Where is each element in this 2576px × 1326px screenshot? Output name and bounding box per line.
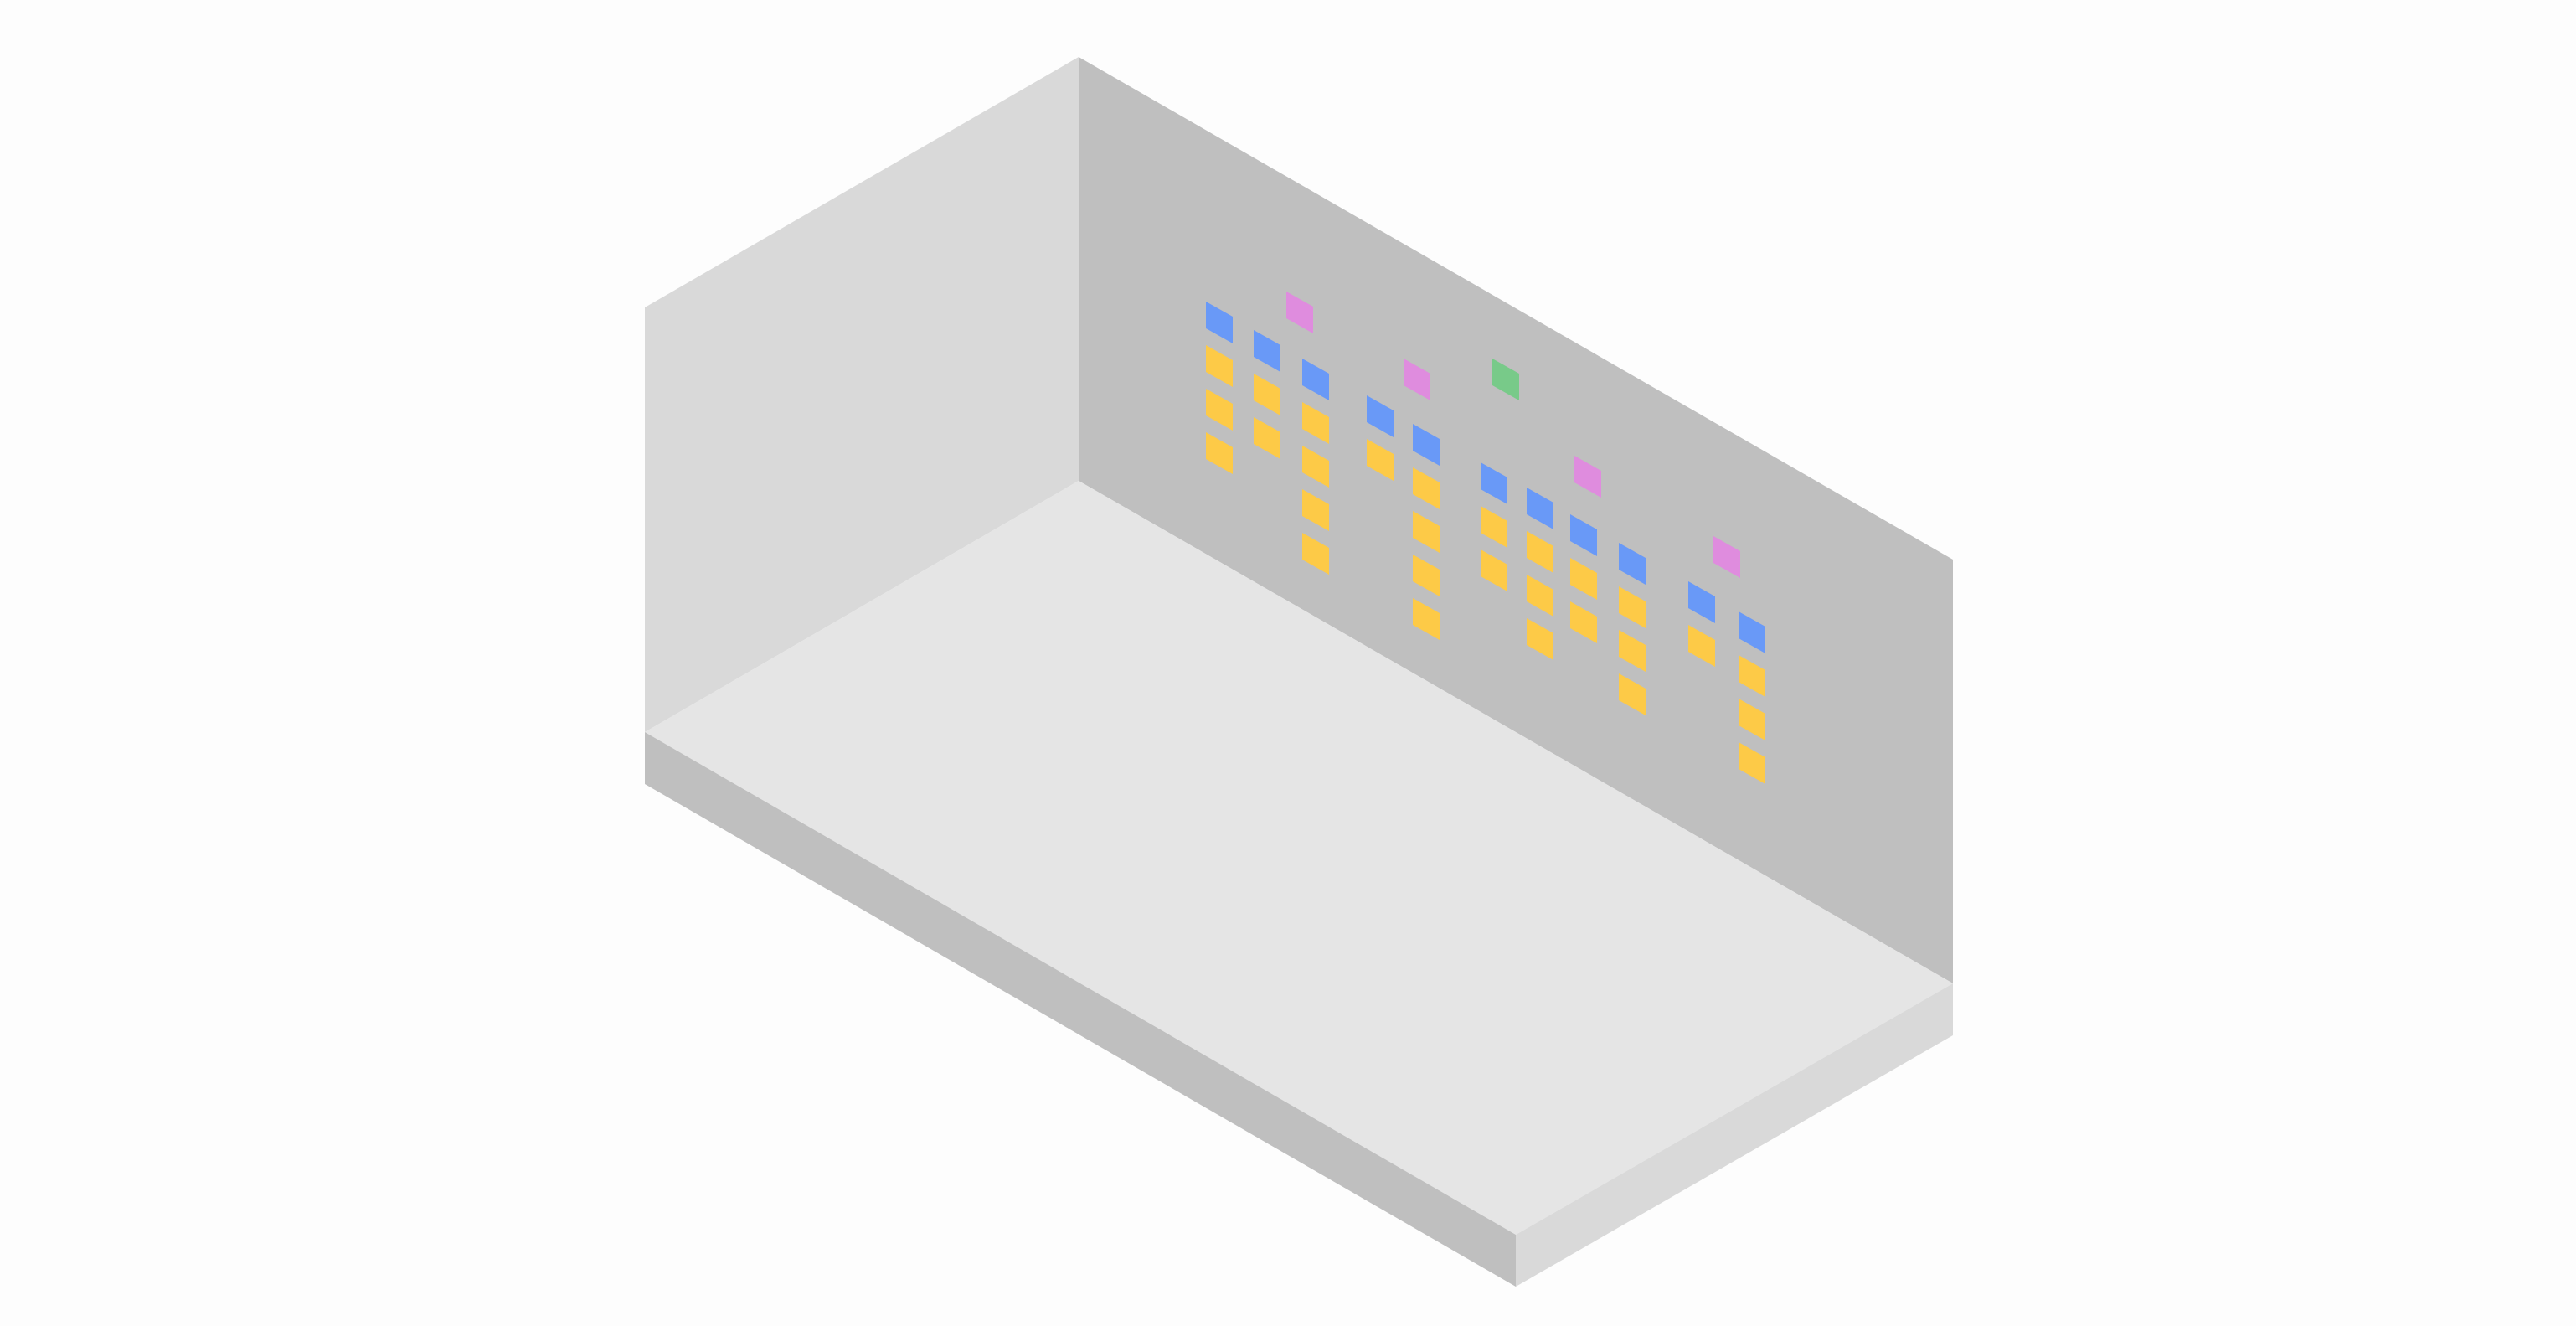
yellow-sticky-note	[1739, 655, 1765, 697]
green-sticky-note	[1492, 359, 1519, 400]
yellow-sticky-note	[1413, 598, 1440, 640]
yellow-sticky-note	[1481, 549, 1507, 591]
blue-sticky-note	[1688, 581, 1715, 623]
pink-sticky-note	[1713, 536, 1740, 578]
slab-front-edge	[645, 732, 1516, 1287]
yellow-sticky-note	[1302, 402, 1329, 444]
yellow-sticky-note	[1688, 625, 1715, 667]
yellow-sticky-note	[1619, 630, 1646, 672]
yellow-sticky-note	[1254, 374, 1280, 415]
floor	[645, 481, 1953, 1235]
wall-sticky-notes	[1206, 292, 1765, 784]
yellow-sticky-note	[1367, 439, 1394, 481]
blue-sticky-note	[1527, 488, 1553, 529]
yellow-sticky-note	[1481, 506, 1507, 548]
yellow-sticky-note	[1413, 555, 1440, 596]
yellow-sticky-note	[1619, 586, 1646, 628]
yellow-sticky-note	[1739, 742, 1765, 784]
yellow-sticky-note	[1570, 558, 1597, 600]
blue-sticky-note	[1413, 424, 1440, 466]
back-wall	[1079, 57, 1953, 983]
blue-sticky-note	[1619, 543, 1646, 585]
yellow-sticky-note	[1254, 417, 1280, 459]
yellow-sticky-note	[1302, 533, 1329, 575]
yellow-sticky-note	[1619, 673, 1646, 715]
blue-sticky-note	[1302, 359, 1329, 400]
pink-sticky-note	[1574, 456, 1601, 498]
blue-sticky-note	[1367, 395, 1394, 437]
slab-right-edge	[1516, 983, 1953, 1287]
pink-sticky-note	[1404, 359, 1430, 400]
yellow-sticky-note	[1739, 699, 1765, 740]
yellow-sticky-note	[1527, 575, 1553, 617]
yellow-sticky-note	[1413, 467, 1440, 509]
yellow-sticky-note	[1206, 389, 1233, 431]
yellow-sticky-note	[1206, 432, 1233, 474]
yellow-sticky-note	[1302, 446, 1329, 488]
blue-sticky-note	[1254, 330, 1280, 372]
pink-sticky-note	[1286, 292, 1313, 333]
yellow-sticky-note	[1570, 601, 1597, 643]
blue-sticky-note	[1206, 302, 1233, 343]
blue-sticky-note	[1739, 611, 1765, 653]
yellow-sticky-note	[1413, 511, 1440, 553]
yellow-sticky-note	[1527, 618, 1553, 660]
room	[645, 57, 1953, 1287]
yellow-sticky-note	[1302, 489, 1329, 531]
blue-sticky-note	[1570, 514, 1597, 556]
left-wall	[645, 57, 1079, 732]
yellow-sticky-note	[1206, 345, 1233, 387]
yellow-sticky-note	[1527, 531, 1553, 573]
blue-sticky-note	[1481, 462, 1507, 504]
